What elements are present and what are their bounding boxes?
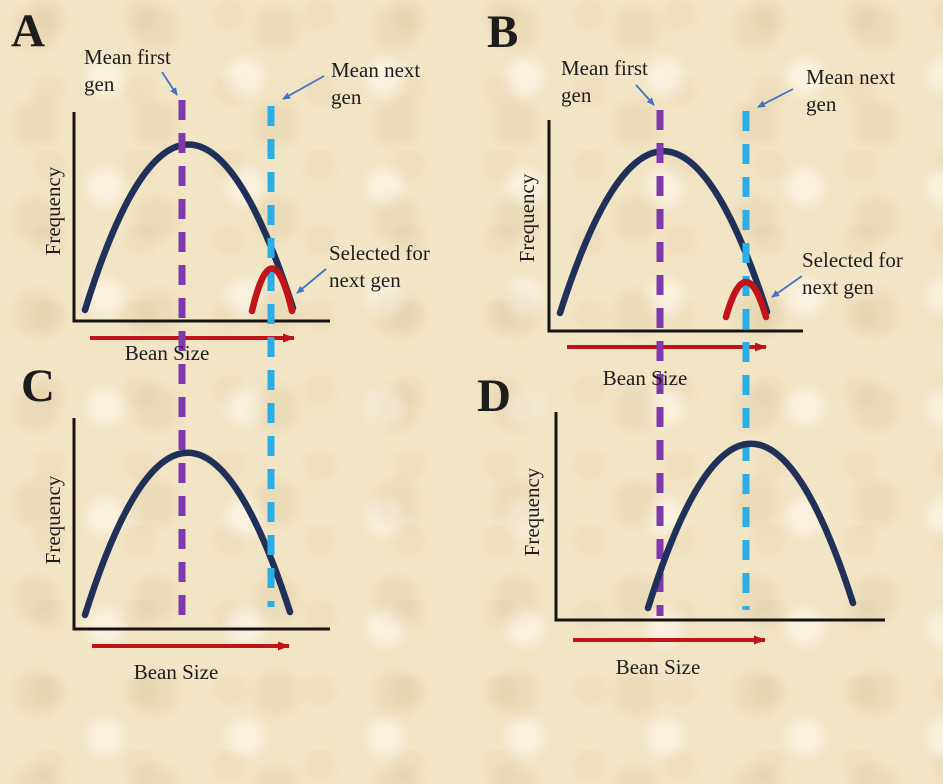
bean-size-axis-label-a: Bean Size xyxy=(124,341,210,365)
panel-a-axes xyxy=(72,112,330,323)
selected-curve-a xyxy=(248,265,296,315)
panel-c-axes xyxy=(72,418,330,631)
mean-first-gen-label-a: Mean first gen xyxy=(84,45,171,97)
mean-first-gen-arrow-a xyxy=(161,71,178,96)
selected-curve-b xyxy=(722,279,770,321)
mean-next-gen-arrow-b xyxy=(757,88,794,108)
selected-label-a: Selected for next gen xyxy=(329,241,430,293)
bell-curve-a xyxy=(81,141,297,314)
panel-letter-c: C xyxy=(21,360,55,412)
mean-dashed-lines xyxy=(178,100,750,617)
bell-curve-c xyxy=(81,449,294,619)
selected-label-b: Selected for next gen xyxy=(802,248,903,300)
frequency-axis-label-d: Frequency xyxy=(520,467,544,557)
mean-next-gen-arrow-a xyxy=(282,75,325,100)
frequency-axis-label-b: Frequency xyxy=(515,173,539,263)
mean-first-gen-label-b: Mean first gen xyxy=(561,56,648,108)
selected-arrow-a xyxy=(296,268,327,294)
bell-curve-d xyxy=(644,440,857,612)
bean-size-axis-label-b: Bean Size xyxy=(602,366,688,390)
bean-size-axis-label-c: Bean Size xyxy=(133,660,219,684)
panel-letter-d: D xyxy=(477,370,511,422)
annotation-arrows xyxy=(161,71,803,298)
panel-b-axes xyxy=(547,120,803,333)
axes xyxy=(72,112,885,631)
mean-next-gen-label-a: Mean next gen xyxy=(331,58,421,110)
panel-letter-b: B xyxy=(487,6,519,58)
mean-next-gen-label-b: Mean next gen xyxy=(806,65,896,117)
panel-letter-a: A xyxy=(11,5,45,57)
frequency-axis-label-a: Frequency xyxy=(41,166,65,256)
selected-arrow-b xyxy=(771,275,803,298)
selected-subset-curves xyxy=(248,265,770,321)
bean-size-axis-label-d: Bean Size xyxy=(615,655,701,679)
panel-d-axes xyxy=(554,412,885,622)
frequency-axis-label-c: Frequency xyxy=(41,475,65,565)
bean-size-direction-arrows xyxy=(90,333,767,651)
mean-first-gen-arrow-b xyxy=(635,84,655,106)
